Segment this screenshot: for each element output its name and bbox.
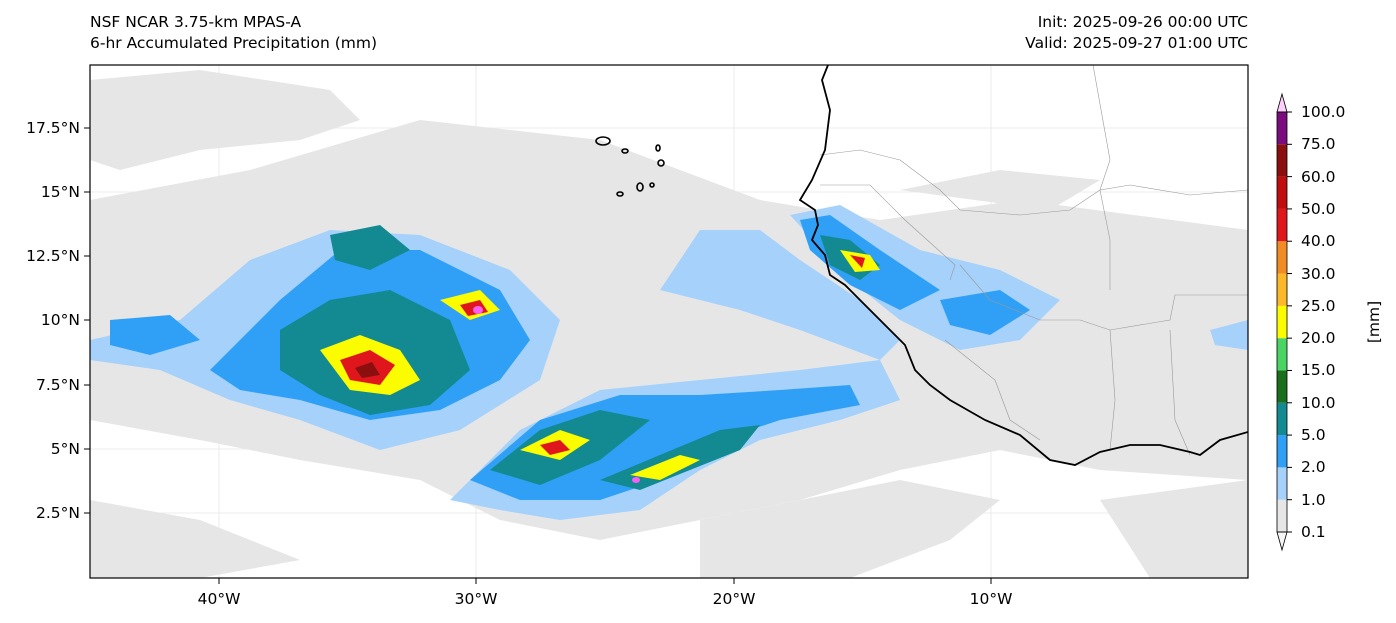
product-title: 6-hr Accumulated Precipitation (mm)	[90, 34, 377, 52]
lat-label: 2.5°N	[36, 504, 80, 522]
colorbar-segment	[1277, 499, 1287, 532]
lat-label: 10°N	[40, 311, 80, 329]
coastline	[798, 65, 1248, 466]
map-frame	[89, 64, 1249, 579]
colorbar-segment	[1277, 467, 1287, 500]
colorbar-level-label: 1.0	[1301, 490, 1326, 509]
lon-label: 20°W	[712, 590, 756, 608]
colorbar-segment	[1277, 338, 1287, 371]
lat-label: 17.5°N	[26, 119, 80, 137]
colorbar-segment	[1277, 402, 1287, 436]
colorbar-segment	[1277, 273, 1287, 306]
colorbar-level-label: 25.0	[1301, 296, 1336, 315]
colorbar-level-label: 60.0	[1301, 167, 1336, 186]
colorbar-level-label: 50.0	[1301, 199, 1336, 218]
colorbar-segment	[1277, 144, 1287, 177]
lat-label: 12.5°N	[26, 247, 80, 265]
model-title: NSF NCAR 3.75-km MPAS-A	[90, 13, 302, 31]
colorbar-outline	[1276, 111, 1288, 533]
colorbar-level-label: 5.0	[1301, 426, 1326, 445]
colorbar-segment	[1277, 112, 1287, 145]
colorbar-segment	[1277, 370, 1287, 403]
colorbar-level-label: 100.0	[1301, 103, 1346, 121]
colorbar-segment	[1277, 208, 1287, 242]
lat-label: 15°N	[40, 183, 80, 201]
colorbar-segment	[1277, 435, 1287, 468]
colorbar-unit: [mm]	[1365, 300, 1383, 344]
cape-verde-islands	[595, 136, 665, 197]
colorbar-max-arrow	[1276, 92, 1288, 113]
colorbar-level-label: 20.0	[1301, 329, 1336, 348]
lat-label: 5°N	[50, 440, 80, 458]
lon-label: 30°W	[454, 590, 498, 608]
colorbar-level-label: 10.0	[1301, 393, 1336, 412]
lon-label: 40°W	[197, 590, 241, 608]
colorbar-level-label: 30.0	[1301, 264, 1336, 283]
title-right: Init: 2025-09-26 00:00 UTC Valid: 2025-0…	[1025, 12, 1248, 54]
colorbar-level-label: 75.0	[1301, 135, 1336, 154]
colorbar-segment	[1277, 241, 1287, 274]
colorbar-level-label: 2.0	[1301, 458, 1326, 477]
precip-60mm-areas	[355, 362, 380, 378]
map-area	[90, 65, 1248, 578]
country-borders	[819, 65, 1248, 456]
colorbar	[1276, 92, 1292, 552]
colorbar-level-label: 15.0	[1301, 361, 1336, 380]
colorbar-level-label: 40.0	[1301, 232, 1336, 251]
colorbar-level-label: 0.1	[1301, 523, 1326, 541]
init-time: Init: 2025-09-26 00:00 UTC	[1037, 13, 1248, 31]
axis-ticks	[84, 127, 992, 584]
colorbar-min-arrow	[1276, 531, 1288, 552]
title-left: NSF NCAR 3.75-km MPAS-A 6-hr Accumulated…	[90, 12, 377, 54]
lat-label: 7.5°N	[36, 376, 80, 394]
lon-label: 10°W	[969, 590, 1013, 608]
colorbar-segment	[1277, 176, 1287, 209]
valid-time: Valid: 2025-09-27 01:00 UTC	[1025, 34, 1248, 52]
colorbar-segment	[1277, 305, 1287, 339]
precip-100mm-areas	[473, 306, 640, 483]
